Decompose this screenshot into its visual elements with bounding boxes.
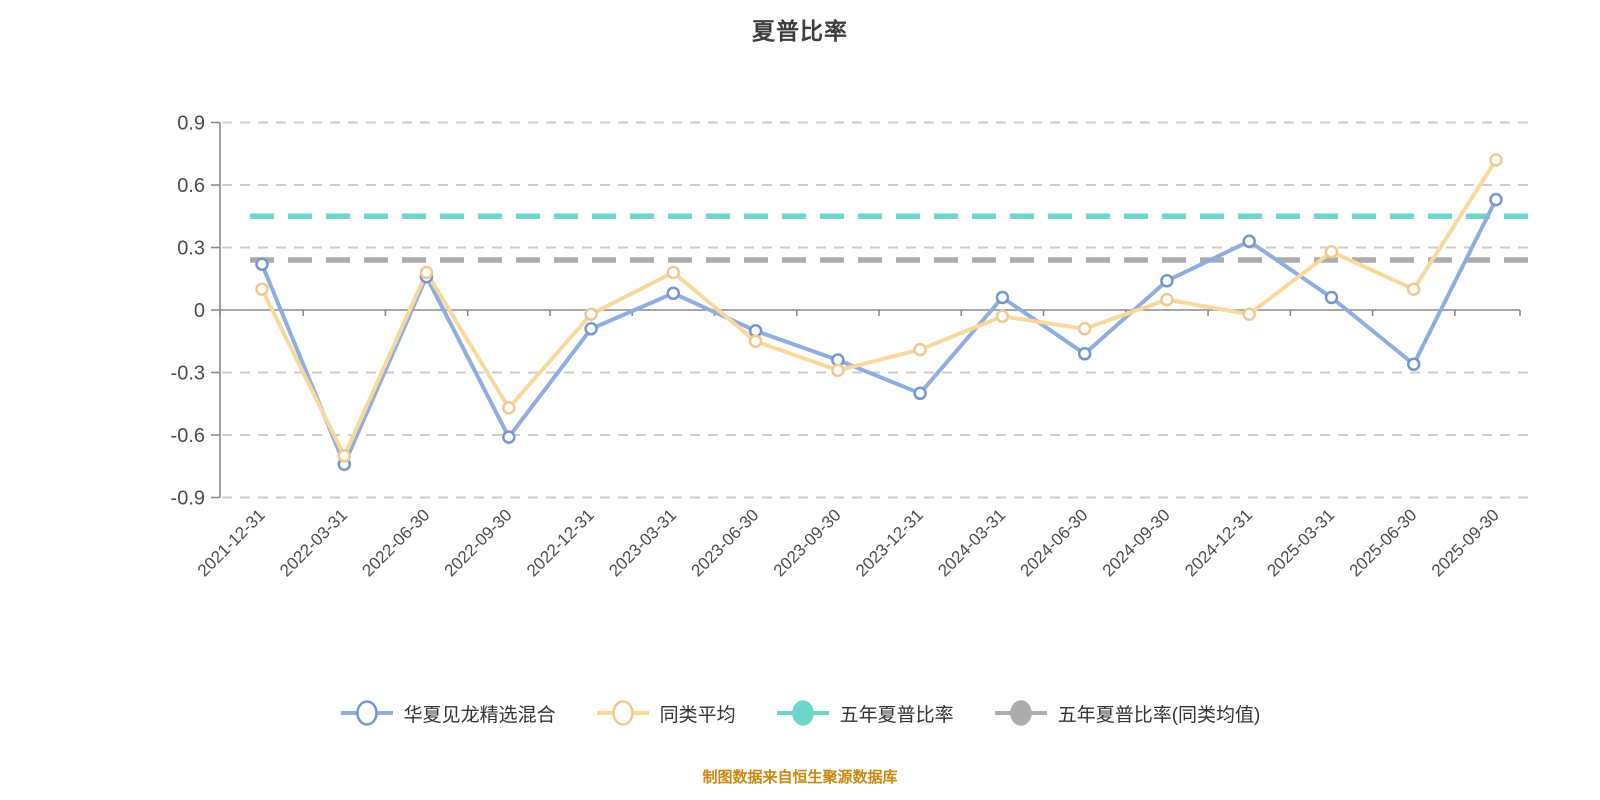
y-axis-label: -0.9 [171,488,205,510]
data-point-peer-average-2021-12-31[interactable] [255,282,269,296]
series-line-peer-average [260,158,1498,458]
x-axis-label: 2025-06-30 [1346,505,1421,580]
y-axis-label: -0.3 [171,363,205,385]
grid-lines [222,121,1532,499]
x-axis-label: 2025-03-31 [1263,505,1338,580]
data-point-peer-average-2023-06-30[interactable] [748,334,763,349]
y-axis-label: 0 [194,300,205,322]
data-point-peer-average-2024-12-31[interactable] [1242,307,1256,321]
x-axis-label: 2023-06-30 [687,505,762,580]
x-axis-label: 2023-09-30 [770,505,845,580]
x-axis-label: 2022-03-31 [276,505,351,580]
data-point-peer-average-2022-09-30[interactable] [502,401,516,415]
legend: 华夏见龙精选混合 同类平均 五年夏普比率 五年夏普比率(同类均值) [0,699,1600,727]
y-axis-label: 0.6 [177,175,205,197]
line-marker-icon [776,700,829,726]
data-point-peer-average-2024-03-31[interactable] [995,309,1010,324]
data-point-peer-average-2022-06-30[interactable] [419,265,434,280]
legend-label-fund: 华夏见龙精选混合 [403,704,556,726]
y-axis-label: 0.9 [177,113,205,135]
data-point-fund-2024-06-30[interactable] [1077,347,1092,361]
legend-label-five-year-sharpe-peer: 五年夏普比率(同类均值) [1057,704,1261,726]
legend-item-peer-average[interactable]: 同类平均 [596,699,736,727]
data-point-peer-average-2025-03-31[interactable] [1324,244,1339,259]
data-point-peer-average-2023-09-30[interactable] [831,363,845,378]
data-point-fund-2025-09-30[interactable] [1489,192,1503,207]
data-point-peer-average-2024-09-30[interactable] [1160,292,1174,307]
data-point-peer-average-2024-06-30[interactable] [1077,322,1092,336]
data-point-peer-average-2022-03-31[interactable] [337,449,352,463]
data-point-peer-average-2023-12-31[interactable] [913,342,927,357]
x-axis-label: 2023-12-31 [852,505,927,580]
legend-item-fund[interactable]: 华夏见龙精选混合 [340,699,556,727]
data-source-note: 制图数据来自恒生聚源数据库 [702,769,898,786]
x-axis-label: 2022-06-30 [358,505,433,580]
axes: 0.9 0.6 0.3 0 -0.3 -0.6 -0.9 [171,113,1521,510]
series-markers-peer-average [255,153,1503,463]
legend-label-peer-average: 同类平均 [659,704,736,726]
data-point-fund-2021-12-31[interactable] [255,257,269,271]
y-axis-label: 0.3 [177,238,205,260]
data-point-fund-2023-03-31[interactable] [666,286,681,301]
data-point-fund-2024-03-31[interactable] [995,290,1010,305]
data-point-peer-average-2023-03-31[interactable] [666,265,681,280]
x-axis-label: 2024-03-31 [934,505,1009,580]
x-axis-labels: 2021-12-31 2022-03-31 2022-06-30 2022-09-30… [194,505,1503,580]
legend-item-five-year-sharpe[interactable]: 五年夏普比率 [776,699,954,727]
legend-label-five-year-sharpe: 五年夏普比率 [839,704,954,726]
data-point-peer-average-2025-06-30[interactable] [1406,282,1421,296]
data-point-fund-2024-12-31[interactable] [1242,234,1256,249]
y-axis-label: -0.6 [171,425,205,447]
data-point-fund-2023-12-31[interactable] [913,386,927,401]
x-axis-label: 2024-12-31 [1181,505,1256,580]
series-line-fund [260,197,1498,467]
x-axis-label: 2024-09-30 [1099,505,1174,580]
line-marker-icon [596,700,649,726]
data-point-peer-average-2022-12-31[interactable] [584,307,598,321]
chart-title: 夏普比率 [752,18,848,44]
line-marker-icon [340,700,393,726]
x-axis-label: 2022-09-30 [441,505,516,580]
x-axis-label: 2025-09-30 [1428,505,1503,580]
series-markers-fund [255,192,1503,471]
legend-item-five-year-sharpe-peer[interactable]: 五年夏普比率(同类均值) [994,699,1261,727]
x-axis-label: 2021-12-31 [194,505,269,580]
data-point-fund-2025-06-30[interactable] [1406,357,1421,371]
x-axis-label: 2022-12-31 [523,505,598,580]
data-point-peer-average-2025-09-30[interactable] [1489,153,1503,167]
data-point-fund-2022-09-30[interactable] [502,430,516,444]
x-axis-label: 2024-06-30 [1017,505,1092,580]
data-point-fund-2024-09-30[interactable] [1160,274,1174,288]
x-axis-label: 2023-03-31 [605,505,680,580]
line-marker-icon [994,700,1047,726]
data-point-fund-2022-12-31[interactable] [584,322,598,336]
data-point-fund-2025-03-31[interactable] [1324,290,1339,305]
